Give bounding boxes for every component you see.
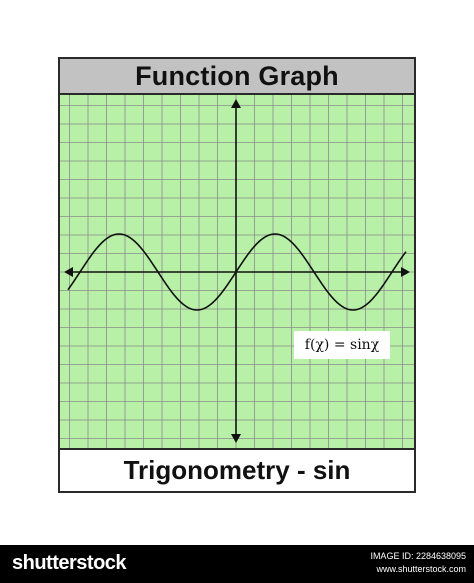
subtitle-bar: Trigonometry - sin [60,450,414,491]
function-plot [60,95,414,448]
title-bar: Function Graph [60,59,414,95]
graph-card: Function Graph f(χ) = sinχ Trigonometry … [58,57,416,493]
x-axis-arrow-right [401,267,410,277]
image-id-label: IMAGE ID: 2284638095 [370,551,466,561]
chart-subtitle: Trigonometry - sin [123,455,351,485]
watermark-footer: shutterstock IMAGE ID: 2284638095 www.sh… [0,545,474,583]
sine-curve [67,233,407,311]
formula-label: f(χ) = sinχ [294,331,390,359]
x-axis-arrow-left [64,267,73,277]
y-axis-arrow-down [231,434,241,443]
brand-logo: shutterstock [12,552,127,574]
y-axis-arrow-up [231,99,241,108]
site-label: www.shutterstock.com [376,564,466,574]
chart-title: Function Graph [135,60,339,91]
plot-area: f(χ) = sinχ [60,95,414,450]
image-id-block: IMAGE ID: 2284638095 www.shutterstock.co… [370,550,466,576]
formula-text: f(χ) = sinχ [304,337,380,353]
